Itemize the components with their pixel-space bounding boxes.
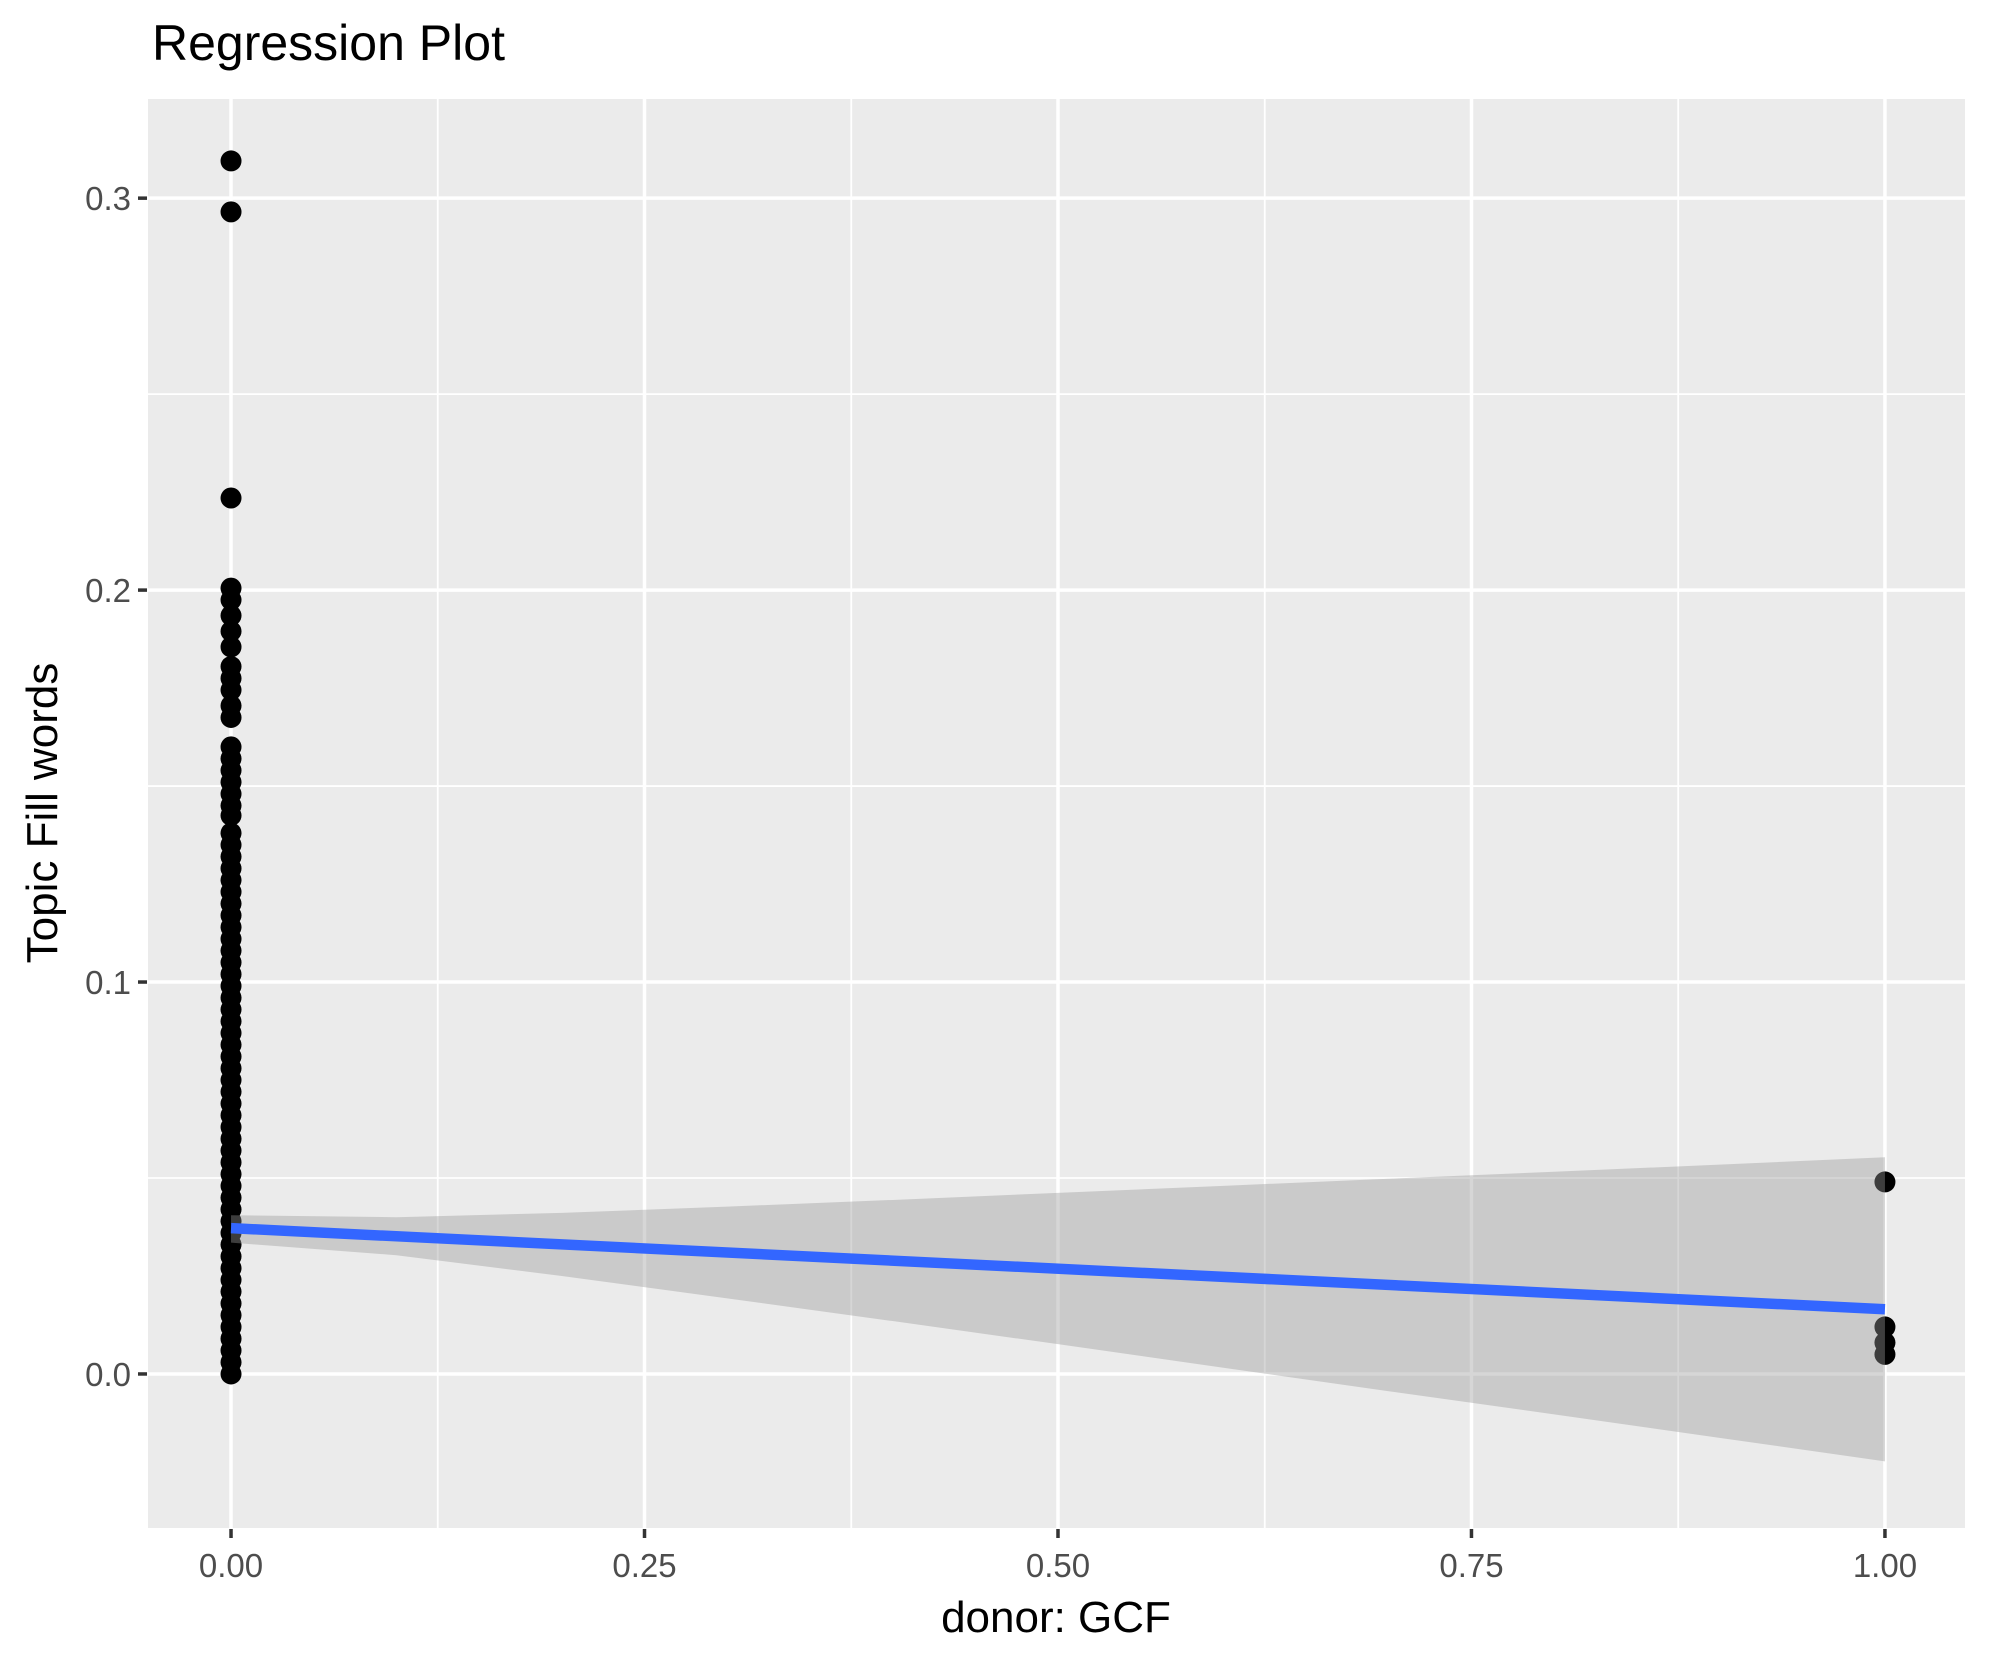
data-point bbox=[220, 1363, 242, 1385]
regression-line bbox=[230, 1222, 1886, 1315]
y-tick-label: 0.3 bbox=[85, 180, 131, 217]
x-tick-label: 0.50 bbox=[1026, 1547, 1090, 1584]
x-axis-title: donor: GCF bbox=[941, 1593, 1171, 1642]
data-point bbox=[220, 636, 242, 658]
y-tick-label: 0.2 bbox=[85, 572, 131, 609]
x-tick-label: 0.25 bbox=[612, 1547, 676, 1584]
data-point bbox=[220, 605, 242, 627]
data-point bbox=[220, 487, 242, 509]
data-point bbox=[1874, 1171, 1896, 1193]
confidence-band bbox=[231, 1157, 1885, 1462]
plot-panel bbox=[148, 99, 1965, 1528]
data-point bbox=[1874, 1343, 1896, 1365]
data-point bbox=[220, 589, 242, 611]
data-point bbox=[220, 201, 242, 223]
data-point bbox=[220, 706, 242, 728]
plot-title: Regression Plot bbox=[152, 15, 505, 71]
x-tick-label: 1.00 bbox=[1853, 1547, 1917, 1584]
y-axis-title: Topic Fill words bbox=[18, 663, 67, 964]
y-tick-label: 0.0 bbox=[85, 1356, 131, 1393]
data-point bbox=[220, 804, 242, 826]
data-point bbox=[220, 620, 242, 642]
data-point bbox=[1874, 1316, 1896, 1338]
data-point bbox=[220, 150, 242, 172]
data-point bbox=[220, 679, 242, 701]
axis-layer: 0.00 0.25 0.50 0.75 1.00 0.0 0.1 0.2 0.3 bbox=[85, 180, 1917, 1584]
x-tick-label: 0.00 bbox=[199, 1547, 263, 1584]
x-tick-label: 0.75 bbox=[1439, 1547, 1503, 1584]
y-tick-label: 0.1 bbox=[85, 964, 131, 1001]
